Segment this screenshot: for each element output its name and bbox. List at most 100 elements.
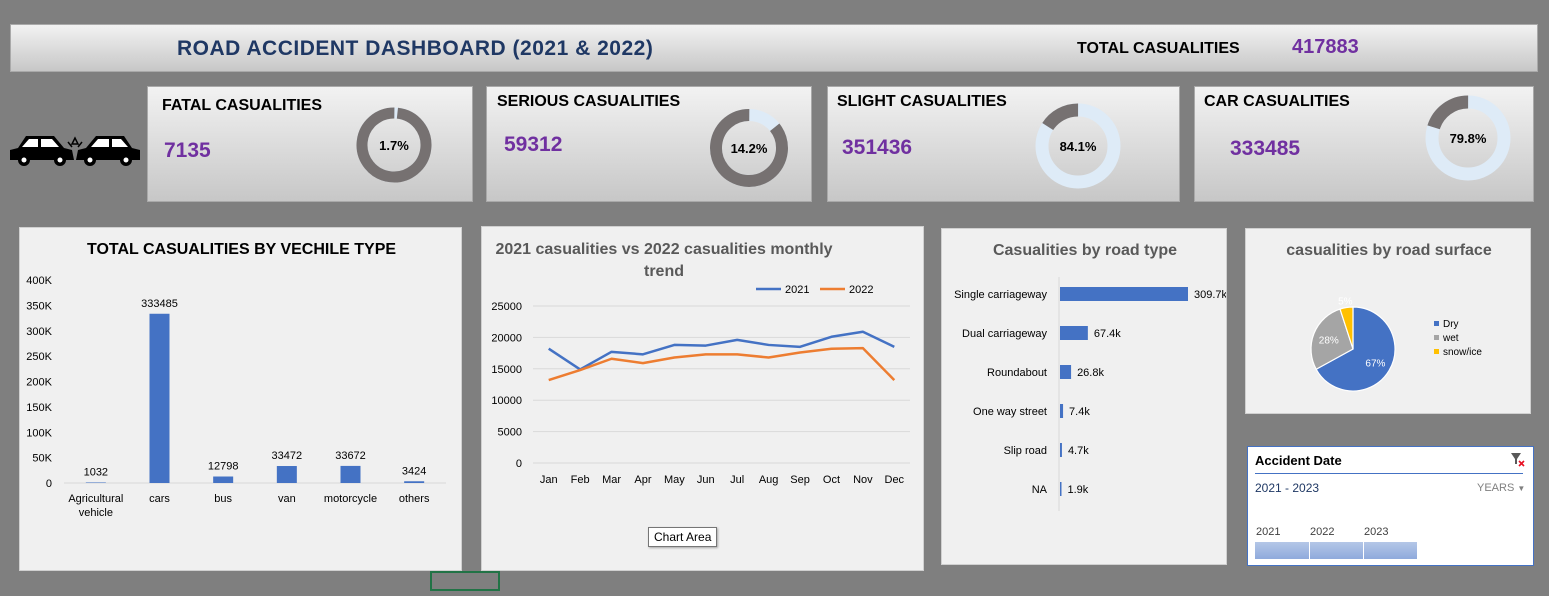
vehicle-bar — [340, 465, 361, 483]
road-bar — [1060, 404, 1064, 418]
trend-x-tick: Jun — [697, 474, 715, 486]
trend-x-tick: Feb — [571, 474, 590, 486]
vehicle-bar — [85, 482, 106, 483]
pie-legend-swatch — [1434, 349, 1439, 354]
pie-data-label: 28% — [1319, 335, 1339, 346]
vehicle-y-tick: 150K — [26, 402, 52, 414]
trend-y-tick: 0 — [516, 458, 522, 470]
road-type-bar-chart: Single carriageway 309.7k Dual carriageway… — [954, 277, 1226, 511]
fatal-donut-arc — [356, 107, 432, 183]
chevron-down-icon: ▼ — [1517, 484, 1526, 493]
vehicle-data-label: 1032 — [84, 466, 108, 478]
slicer-title: Accident Date — [1255, 453, 1342, 468]
slight-donut-percent: 84.1% — [1060, 139, 1097, 154]
pie-slice-Dry — [1315, 306, 1396, 392]
vehicle-bar — [404, 481, 425, 483]
road-bar — [1060, 287, 1188, 301]
car-donut-percent: 79.8% — [1450, 131, 1487, 146]
vehicle-bar-chart: 0 50K 100K 150K 200K 250K 300K 350K 400K 1032 Agri… — [26, 275, 446, 519]
slicer-level-dropdown[interactable]: YEARS ▼ — [1477, 482, 1525, 494]
pie-legend-label: wet — [1442, 333, 1459, 344]
slicer-level-label: YEARS — [1477, 482, 1515, 494]
slicer-bar-2021[interactable] — [1255, 542, 1309, 559]
vehicle-category-label: vehicle — [79, 507, 113, 519]
trend-x-tick: Aug — [759, 474, 779, 486]
vehicle-y-tick: 400K — [26, 275, 52, 287]
vehicle-type-chart-panel[interactable]: TOTAL CASUALITIES BY VECHILE TYPE 0 50K 10… — [19, 227, 462, 571]
pie-legend-swatch — [1434, 335, 1439, 340]
serious-donut-percent: 14.2% — [731, 141, 768, 156]
road-type-chart-panel[interactable]: Casualities by road type Single carriage… — [941, 228, 1227, 565]
fatal-donut: 1.7% — [356, 107, 432, 183]
trend-series-2021 — [548, 330, 895, 371]
trend-title-line-1: 2021 casualities vs 2022 casualities mon… — [495, 241, 833, 258]
trend-x-tick: Jul — [730, 474, 744, 486]
road-bar — [1060, 482, 1062, 496]
accident-date-slicer[interactable]: Accident Date 2021 - 2023 YEARS ▼ 2021 2… — [1247, 446, 1534, 566]
road-category-label: Dual carriageway — [962, 328, 1047, 340]
trend-chart-title: 2021 casualities vs 2022 casualities mon… — [482, 239, 846, 283]
vehicle-category-label: cars — [149, 493, 170, 505]
pie-slice-wet — [1310, 308, 1354, 371]
car-casualties-label: CAR CASUALITIES — [1204, 93, 1350, 110]
road-bar — [1060, 326, 1088, 340]
trend-series-2022 — [548, 346, 896, 382]
vehicle-category-label: van — [278, 493, 296, 505]
slicer-bar-2022[interactable] — [1309, 542, 1363, 559]
vehicle-category-label: motorcycle — [324, 493, 377, 505]
fatal-donut-percent: 1.7% — [379, 138, 409, 153]
fatal-casualties-label: FATAL CASUALITIES — [162, 97, 322, 114]
selected-cell[interactable] — [430, 571, 500, 591]
trend-x-tick: Jan — [540, 474, 558, 486]
trend-y-tick: 5000 — [498, 427, 522, 439]
clear-filter-icon[interactable] — [1510, 451, 1526, 469]
slicer-year-2021[interactable]: 2021 — [1256, 526, 1281, 538]
slicer-year-2023[interactable]: 2023 — [1364, 526, 1389, 538]
slicer-bar-2023[interactable] — [1363, 542, 1417, 559]
road-data-label: 1.9k — [1068, 484, 1089, 496]
road-category-label: Roundabout — [987, 367, 1047, 379]
vehicle-bar — [213, 476, 234, 483]
road-bar — [1060, 443, 1062, 457]
vehicle-y-tick: 200K — [26, 377, 52, 389]
trend-x-tick: Sep — [790, 474, 810, 486]
pie-data-label: 5% — [1338, 297, 1353, 308]
slight-casualties-label: SLIGHT CASUALITIES — [837, 93, 1007, 110]
road-data-label: 7.4k — [1069, 406, 1090, 418]
slicer-year-2022[interactable]: 2022 — [1310, 526, 1335, 538]
dashboard-header: ROAD ACCIDENT DASHBOARD (2021 & 2022) TO… — [10, 24, 1538, 72]
road-surface-chart-panel[interactable]: casualities by road surface 67% 28% 5% Dry w… — [1245, 228, 1531, 414]
car-donut-arc — [1425, 95, 1511, 181]
car-casualties-value: 333485 — [1230, 137, 1301, 160]
trend-y-tick: 10000 — [491, 395, 522, 407]
road-category-label: NA — [1032, 484, 1048, 496]
pie-legend-label: Dry — [1443, 319, 1459, 330]
pie-legend-label: snow/ice — [1443, 347, 1482, 358]
total-casualties-label: TOTAL CASUALITIES — [1077, 40, 1240, 57]
serious-casualties-value: 59312 — [504, 133, 563, 156]
monthly-trend-chart-panel[interactable]: 2021 casualities vs 2022 casualities mon… — [481, 226, 924, 571]
vehicle-y-tick: 50K — [32, 453, 52, 465]
vehicle-y-tick: 250K — [26, 351, 52, 363]
vehicle-bar — [149, 313, 170, 483]
road-bar — [1060, 365, 1072, 379]
slight-casualties-value: 351436 — [842, 136, 913, 159]
trend-x-tick: Dec — [885, 474, 905, 486]
vehicle-data-label: 12798 — [208, 461, 239, 473]
dashboard-title: ROAD ACCIDENT DASHBOARD (2021 & 2022) — [177, 37, 654, 60]
trend-x-tick: Nov — [853, 474, 873, 486]
trend-y-tick: 20000 — [491, 332, 522, 344]
trend-y-tick: 15000 — [491, 364, 522, 376]
vehicle-y-tick: 350K — [26, 300, 52, 312]
serious-donut-arc — [710, 109, 788, 187]
trend-title-line-2: trend — [644, 263, 684, 280]
road-type-chart-title: Casualities by road type — [992, 242, 1178, 259]
road-category-label: Single carriageway — [954, 289, 1047, 301]
serious-casualties-card: SERIOUS CASUALITIES 59312 14.2% — [486, 86, 812, 202]
vehicle-data-label: 33672 — [335, 450, 366, 462]
road-category-label: One way street — [973, 406, 1047, 418]
trend-line-chart: 0 5000 10000 15000 20000 25000 Jan Feb Mar Apr May… — [491, 284, 910, 486]
fatal-casualties-card: FATAL CASUALITIES 7135 1.7% — [147, 86, 473, 202]
vehicle-y-tick: 300K — [26, 326, 52, 338]
road-data-label: 26.8k — [1077, 367, 1104, 379]
